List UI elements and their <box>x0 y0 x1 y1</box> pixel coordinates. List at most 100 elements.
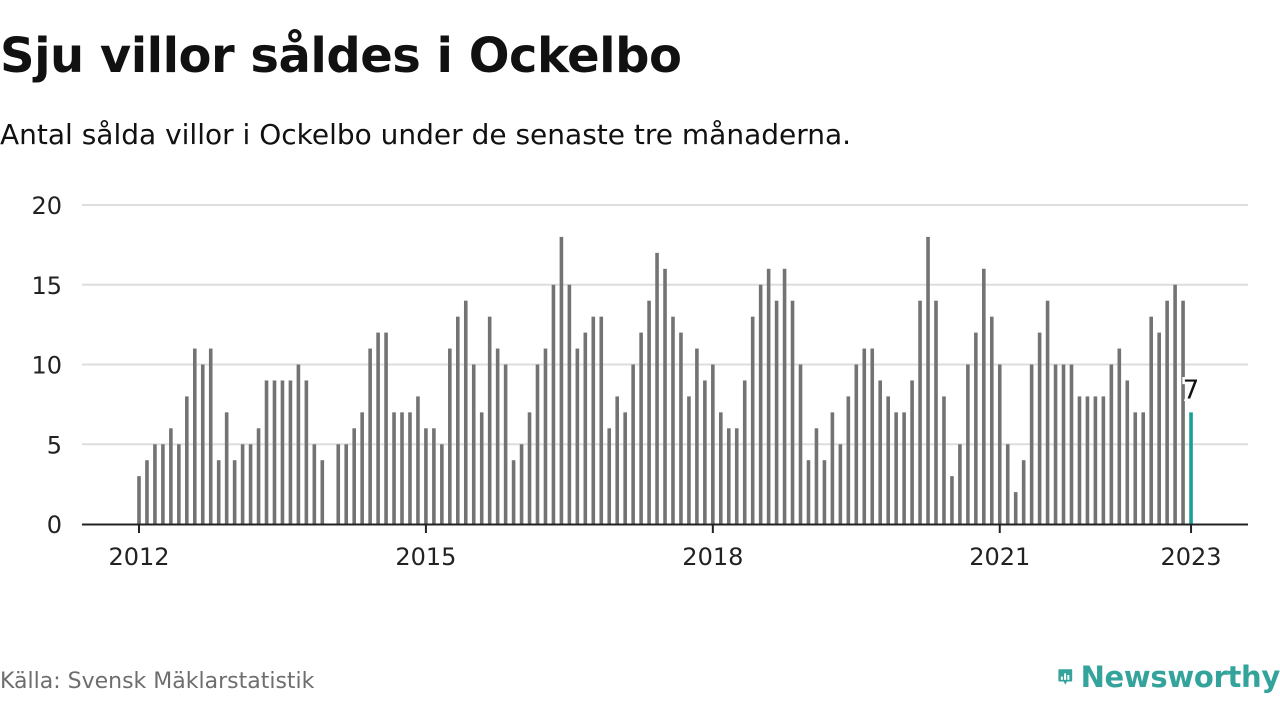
bar <box>376 332 380 524</box>
bar <box>360 412 364 524</box>
bar <box>1013 492 1018 524</box>
bar <box>519 444 524 524</box>
brand-name: Newsworthy <box>1080 660 1280 694</box>
bar <box>216 460 221 524</box>
x-tick-label: 2015 <box>395 543 456 571</box>
bar <box>424 428 428 524</box>
x-tick-label: 2021 <box>969 543 1030 571</box>
bar <box>336 444 341 524</box>
bar <box>782 268 787 524</box>
bar <box>527 412 532 524</box>
bar <box>814 428 819 524</box>
bar <box>591 316 596 524</box>
bar <box>1005 444 1010 524</box>
bar <box>208 348 213 524</box>
bar <box>200 364 205 524</box>
bar <box>1133 412 1138 524</box>
bar <box>1085 396 1090 524</box>
newsworthy-logo[interactable]: Newsworthy <box>1058 652 1280 702</box>
bar <box>408 412 412 524</box>
bar <box>790 300 795 524</box>
bar <box>766 268 771 524</box>
bar <box>463 300 468 524</box>
bar <box>1149 316 1153 524</box>
bar <box>934 300 938 524</box>
bar <box>567 284 572 524</box>
bar <box>989 316 994 524</box>
bar <box>950 476 954 524</box>
bar <box>479 412 484 524</box>
bar <box>583 332 588 524</box>
bar <box>599 316 604 524</box>
bar <box>615 396 619 524</box>
bar <box>1061 364 1066 524</box>
bar <box>320 460 325 524</box>
bar <box>910 380 914 524</box>
bar <box>1053 364 1058 524</box>
bar <box>926 236 930 524</box>
bar <box>838 444 843 524</box>
bar <box>1045 300 1050 524</box>
bar <box>153 444 157 524</box>
bar <box>1077 396 1082 524</box>
bar <box>192 348 197 524</box>
bar <box>798 364 803 524</box>
bar <box>440 444 444 524</box>
bar <box>1125 380 1130 524</box>
bar <box>344 444 349 524</box>
bar <box>870 348 875 524</box>
bar <box>966 364 970 524</box>
bar <box>137 476 141 524</box>
bar <box>703 380 707 524</box>
bar <box>639 332 643 524</box>
bar <box>902 412 906 524</box>
bar <box>487 316 492 524</box>
bar <box>416 396 420 524</box>
bar <box>942 396 946 524</box>
bar <box>232 460 237 524</box>
bar <box>846 396 851 524</box>
bar <box>854 364 859 524</box>
bar <box>726 428 731 524</box>
bar <box>248 444 253 524</box>
y-tick-label: 5 <box>47 431 62 459</box>
highlight-bar <box>1189 412 1193 524</box>
bar <box>623 412 627 524</box>
bar <box>878 380 883 524</box>
bar <box>695 348 699 524</box>
bar-chart: 0 5 10 15 20 2012 2015 2018 2021 2023 7 <box>31 192 1248 571</box>
bar <box>312 444 317 524</box>
bar <box>264 380 269 524</box>
bar <box>1037 332 1042 524</box>
bar <box>185 396 189 524</box>
bar <box>655 252 659 524</box>
bar <box>368 348 372 524</box>
bar <box>432 428 436 524</box>
bar <box>392 412 396 524</box>
x-tick-label: 2023 <box>1161 543 1222 571</box>
bar <box>177 444 181 524</box>
bar <box>687 396 691 524</box>
bar <box>830 412 835 524</box>
bar <box>511 460 516 524</box>
bar <box>982 268 986 524</box>
bar <box>679 332 683 524</box>
bar <box>774 300 779 524</box>
chart-subtitle: Antal sålda villor i Ockelbo under de se… <box>0 118 852 151</box>
bar <box>671 316 675 524</box>
bar <box>272 380 277 524</box>
bar <box>352 428 356 524</box>
bar <box>503 364 508 524</box>
bar <box>1109 364 1114 524</box>
bar <box>1165 300 1169 524</box>
bar <box>280 380 285 524</box>
y-tick-label: 15 <box>31 272 62 300</box>
highlight-value-label: 7 <box>1183 375 1200 405</box>
x-tick-label: 2018 <box>682 543 743 571</box>
bar <box>559 236 564 524</box>
bar <box>1069 364 1074 524</box>
y-tick-label: 10 <box>31 352 62 380</box>
bar <box>894 412 898 524</box>
bar <box>734 428 739 524</box>
source-note: Källa: Svensk Mäklarstatistik <box>0 669 315 694</box>
